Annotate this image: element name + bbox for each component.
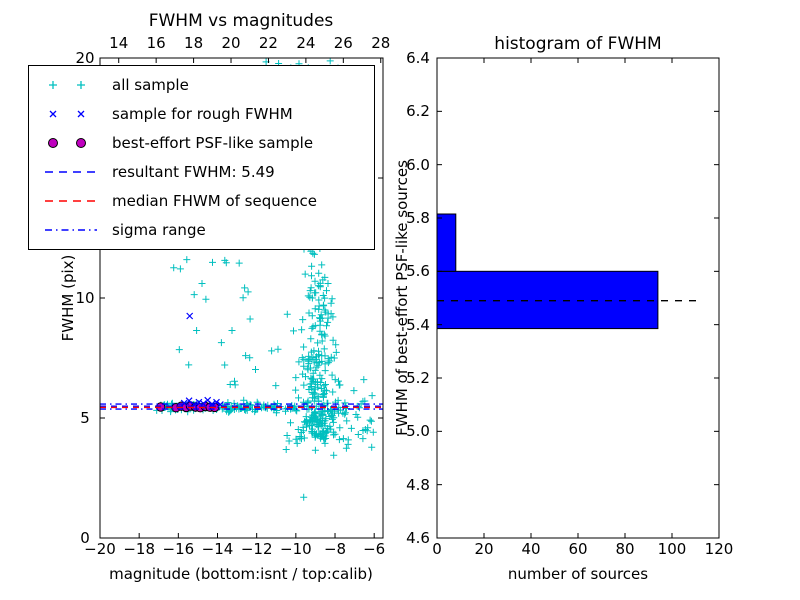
histogram-xtick-label: 80 <box>615 540 635 558</box>
legend-item-label: sample for rough FWHM <box>112 105 293 124</box>
scatter-axes-ticks <box>99 57 383 539</box>
histogram-ytick-label: 4.6 <box>406 529 430 547</box>
scatter-top-xtick-label: 24 <box>296 34 316 52</box>
scatter-top-xtick-label: 28 <box>371 34 391 52</box>
histogram-ytick-label: 4.8 <box>406 475 430 494</box>
scatter-xtick-label: −18 <box>123 540 155 558</box>
histogram-ytick-label: 6.0 <box>406 155 430 174</box>
histogram-ytick-label: 6.4 <box>406 49 430 67</box>
scatter-ytick-label: 5 <box>80 409 90 427</box>
histogram-yaxis-label: FWHM of best-effort PSF-like sources <box>393 160 411 436</box>
scatter-title: FWHM vs magnitudes <box>148 11 334 31</box>
scatter-yaxis-label: FWHM (pix) <box>59 254 77 342</box>
histogram-plot-area <box>436 213 698 330</box>
legend-item: all sample <box>41 71 374 99</box>
legend-item: sigma range <box>41 216 374 244</box>
legend-item-label: resultant FWHM: 5.49 <box>112 162 275 181</box>
histogram-bar <box>436 213 457 272</box>
legend-box: all sample sample for rough FWHM best-effo… <box>28 65 375 250</box>
histogram-ytick-label: 5.6 <box>406 262 430 281</box>
scatter-ytick-label: 0 <box>80 529 90 547</box>
legend-item: median FHWM of sequence <box>41 187 374 215</box>
dash-legend-marker-icon <box>45 171 97 173</box>
scatter-xtick-label: −16 <box>162 540 195 558</box>
histogram-xtick-label: 60 <box>568 540 588 558</box>
scatter-xtick-label: −20 <box>84 540 116 558</box>
scatter-plot-area <box>100 58 383 501</box>
histogram-ytick-label: 5.8 <box>406 209 430 227</box>
legend-item-label: best-effort PSF-like sample <box>112 134 314 153</box>
histogram-ytick-label: 5.4 <box>406 315 430 334</box>
histogram-ytick-label: 5.0 <box>406 422 430 441</box>
scatter-xaxis-label: magnitude (bottom:isnt / top:calib) <box>109 565 373 583</box>
histogram-xtick-label: 120 <box>704 540 734 558</box>
scatter-top-xtick-label: 26 <box>333 34 353 52</box>
legend-item: best-effort PSF-like sample <box>41 129 374 157</box>
histogram-xaxis-label: number of sources <box>507 565 649 583</box>
dashdot-legend-marker-icon <box>45 228 97 231</box>
histogram-axes-ticks <box>436 57 720 539</box>
scatter-ytick-label: 20 <box>75 49 95 67</box>
histogram-xtick-label: 0 <box>432 540 442 558</box>
histogram-title: histogram of FWHM <box>494 34 662 54</box>
scatter-xtick-label: −6 <box>363 540 386 558</box>
scatter-top-xtick-label: 18 <box>184 34 204 52</box>
rough-fwhm-sample-points <box>180 312 224 409</box>
histogram-xtick-label: 20 <box>474 540 494 558</box>
plus2-legend-marker-icon <box>49 81 85 90</box>
histogram-ytick-label: 6.2 <box>406 102 430 121</box>
scatter-top-xtick-label: 22 <box>258 34 278 52</box>
histogram-ytick-label: 5.2 <box>406 369 430 387</box>
histogram-xtick-label: 40 <box>521 540 541 558</box>
legend-item-label: all sample <box>112 76 189 95</box>
legend-item-label: median FHWM of sequence <box>112 191 317 210</box>
legend-item: sample for rough FWHM <box>41 100 374 128</box>
scatter-xtick-label: −12 <box>240 540 273 558</box>
x2-legend-marker-icon <box>49 110 85 118</box>
dot2-legend-marker-icon <box>48 138 86 149</box>
scatter-xtick-label: −14 <box>201 540 234 558</box>
legend-item-label: sigma range <box>112 220 206 239</box>
scatter-top-xtick-label: 14 <box>109 34 129 52</box>
legend-item: resultant FWHM: 5.49 <box>41 158 374 186</box>
scatter-top-xtick-label: 20 <box>221 34 241 52</box>
scatter-xtick-label: −8 <box>323 540 347 558</box>
histogram-bar <box>436 270 659 330</box>
dash-legend-marker-icon <box>45 199 97 202</box>
histogram-xtick-label: 100 <box>657 540 687 558</box>
scatter-top-xtick-label: 16 <box>146 34 166 52</box>
scatter-ytick-label: 10 <box>75 289 95 307</box>
scatter-xtick-label: −10 <box>280 540 312 558</box>
